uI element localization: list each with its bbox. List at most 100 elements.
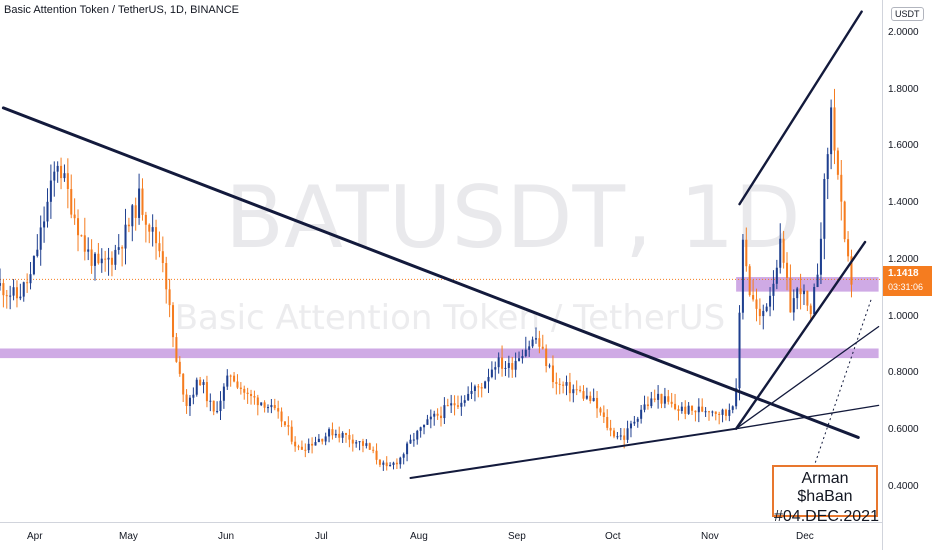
candle-body (551, 365, 554, 383)
candle-body (721, 409, 724, 415)
candle-body (412, 439, 415, 441)
candle-body (524, 349, 527, 357)
candle-body (504, 367, 507, 369)
candle-body (663, 396, 666, 404)
candle-body (100, 258, 103, 264)
candle-body (429, 416, 432, 420)
candle-body (155, 227, 158, 244)
candle-body (378, 459, 381, 465)
currency-label[interactable]: USDT (891, 7, 924, 21)
candle-body (266, 407, 270, 409)
candle-body (745, 239, 748, 267)
candle-body (501, 357, 504, 369)
candle-body (226, 375, 229, 387)
candle-body (572, 389, 575, 394)
candle-body (731, 406, 734, 410)
candle-body (707, 411, 711, 413)
candle-body (772, 283, 775, 296)
candle-body (606, 416, 609, 428)
candle-body (195, 379, 198, 395)
candle-body (307, 443, 310, 451)
candle-body (165, 263, 168, 290)
candle-body (521, 356, 524, 359)
candle-body (758, 308, 761, 317)
candle-body (300, 446, 303, 450)
candle-body (399, 457, 402, 465)
candle-body (728, 409, 731, 416)
candle-body (840, 174, 843, 202)
x-tick-label: Oct (605, 531, 621, 542)
zone-band (0, 348, 879, 359)
candle-body (0, 283, 2, 286)
candle-body (687, 405, 690, 414)
candle-body (785, 262, 789, 278)
candle-body (314, 442, 317, 446)
candle-body (311, 443, 314, 446)
candle-body (270, 405, 273, 408)
y-tick-label: 1.6000 (888, 140, 919, 151)
candle-body (555, 382, 558, 384)
candle-body (484, 381, 487, 389)
candle-body (426, 419, 429, 425)
candle-body (185, 394, 188, 406)
candle-body (212, 400, 215, 412)
candle-body (819, 238, 822, 275)
candle-body (779, 238, 782, 268)
candle-body (816, 274, 819, 288)
trendline (735, 325, 880, 430)
candle-body (592, 397, 595, 402)
candle-body (56, 165, 59, 172)
candle-body (39, 227, 42, 250)
y-tick-label: 0.8000 (888, 367, 919, 378)
y-tick-label: 1.2000 (888, 254, 919, 265)
candle-body (73, 214, 76, 219)
candle-body (806, 290, 809, 306)
candle-body (273, 405, 276, 409)
candle-body (395, 462, 398, 465)
candle-body (60, 165, 63, 179)
candle-body (487, 376, 490, 382)
candle-body (222, 386, 225, 401)
x-tick-label: May (119, 531, 138, 542)
candle-body (836, 150, 839, 175)
candle-body (348, 434, 351, 440)
candle-body (290, 426, 293, 442)
candle-body (674, 403, 677, 410)
candle-body (280, 411, 283, 422)
candle-body (507, 363, 510, 368)
candle-body (419, 427, 422, 431)
candle-body (43, 221, 46, 228)
price-chart[interactable] (0, 0, 882, 522)
time-axis[interactable] (0, 522, 882, 550)
candle-body (148, 224, 151, 232)
candle-body (446, 405, 449, 407)
candle-body (565, 382, 568, 386)
candle-body (456, 405, 459, 407)
candle-body (246, 392, 249, 394)
candle-body (216, 411, 219, 413)
candle-body (331, 429, 334, 436)
candle-body (389, 464, 392, 467)
candle-body (704, 411, 707, 413)
candle-body (701, 406, 704, 412)
candle-body (602, 412, 605, 417)
candle-body (636, 418, 639, 422)
candle-body (317, 438, 320, 443)
candle-body (653, 398, 656, 400)
candle-body (691, 405, 694, 411)
candle-body (599, 408, 602, 413)
candle-body (843, 201, 846, 240)
candle-body (334, 433, 337, 436)
candle-body (629, 423, 632, 429)
candle-body (826, 154, 829, 180)
candle-body (789, 277, 792, 313)
candle-body (178, 361, 181, 374)
candle-body (752, 295, 755, 300)
candle-body (541, 346, 544, 349)
candle-body (321, 438, 324, 442)
candle-body (382, 462, 385, 465)
candle-body (328, 429, 331, 437)
candle-body (205, 382, 208, 402)
candle-body (22, 282, 25, 297)
